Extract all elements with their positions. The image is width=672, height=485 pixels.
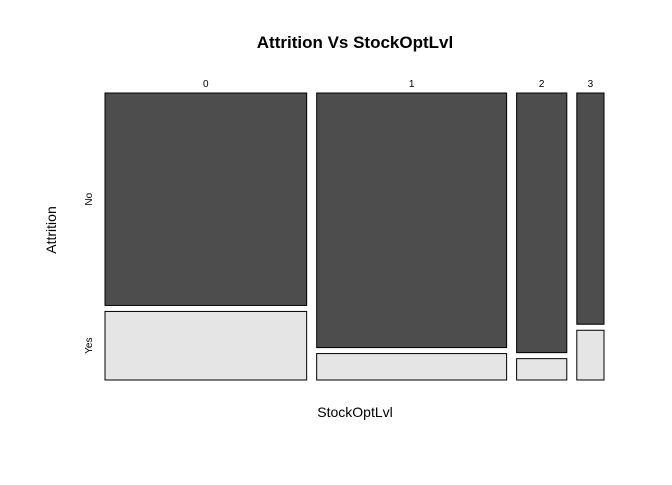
cell-2-yes xyxy=(516,358,568,381)
mosaic-cells xyxy=(104,92,605,381)
cell-1-yes xyxy=(316,353,508,381)
cell-0-yes xyxy=(104,310,308,381)
cell-0-no xyxy=(104,92,308,306)
x-tick-label-2: 2 xyxy=(539,79,545,90)
cell-3-yes xyxy=(576,329,605,381)
cell-3-no xyxy=(576,92,605,325)
x-tick-label-0: 0 xyxy=(203,79,209,90)
y-tick-label-no: No xyxy=(84,192,95,205)
x-tick-labels: 0 1 2 3 xyxy=(203,79,594,90)
y-axis-title: Attrition xyxy=(43,206,59,253)
x-tick-label-3: 3 xyxy=(588,79,594,90)
x-tick-label-1: 1 xyxy=(409,79,415,90)
y-tick-label-yes: Yes xyxy=(84,338,95,354)
x-axis-title: StockOptLvl xyxy=(317,404,392,420)
cell-1-no xyxy=(316,92,508,349)
cell-2-no xyxy=(516,92,568,354)
y-tick-labels: No Yes xyxy=(84,192,95,353)
chart-title: Attrition Vs StockOptLvl xyxy=(257,33,453,52)
